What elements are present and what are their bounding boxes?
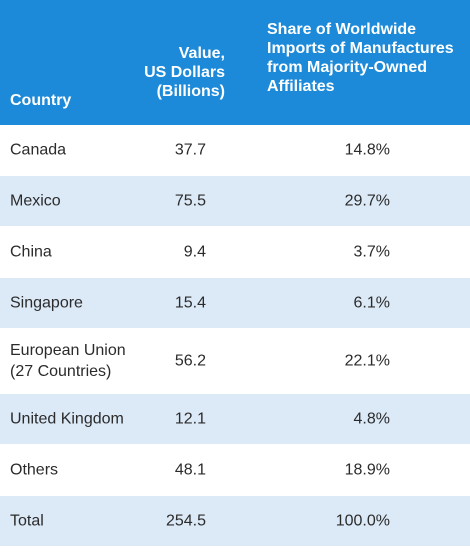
table-row: Canada 37.7 14.8%: [0, 125, 470, 176]
value-cell: 75.5: [174, 192, 206, 210]
column-header-country: Country: [10, 92, 72, 109]
value-cell: 9.4: [183, 243, 206, 261]
share-cell: 14.8%: [344, 141, 390, 159]
table-row-total: Total 254.5 100.0%: [0, 496, 470, 547]
value-cell: 48.1: [174, 461, 206, 479]
table-row: United Kingdom 12.1 4.8%: [0, 394, 470, 445]
share-cell: 29.7%: [344, 192, 390, 210]
value-cell: 56.2: [174, 352, 206, 370]
country-cell: United Kingdom: [10, 410, 124, 428]
country-cell: China: [10, 243, 52, 261]
country-cell: Mexico: [10, 192, 61, 210]
share-cell: 22.1%: [344, 352, 390, 370]
column-header-share: Share of Worldwide Imports of Manufactur…: [267, 21, 454, 95]
column-header-value: Value, US Dollars (Billions): [144, 45, 225, 100]
share-cell: 18.9%: [344, 461, 390, 479]
share-cell: 3.7%: [353, 243, 390, 261]
country-cell: Others: [10, 461, 59, 479]
table-row: China 9.4 3.7%: [0, 227, 470, 278]
share-cell: 6.1%: [353, 294, 390, 312]
table-row: Singapore 15.4 6.1%: [0, 278, 470, 329]
country-cell: European Union (27 Countries): [10, 342, 126, 380]
country-cell: Canada: [10, 141, 67, 159]
table-row: Others 48.1 18.9%: [0, 445, 470, 496]
country-cell: Total: [10, 512, 44, 530]
share-cell: 4.8%: [353, 410, 390, 428]
table-row: European Union (27 Countries) 56.2 22.1%: [0, 329, 470, 394]
table-row: Mexico 75.5 29.7%: [0, 176, 470, 227]
value-cell: 37.7: [174, 141, 206, 159]
value-cell: 15.4: [174, 294, 206, 312]
value-cell: 254.5: [165, 512, 206, 530]
value-cell: 12.1: [174, 410, 206, 428]
country-cell: Singapore: [10, 294, 83, 312]
table-header: Country Value, US Dollars (Billions) Sha…: [0, 0, 470, 125]
share-cell: 100.0%: [335, 512, 390, 530]
